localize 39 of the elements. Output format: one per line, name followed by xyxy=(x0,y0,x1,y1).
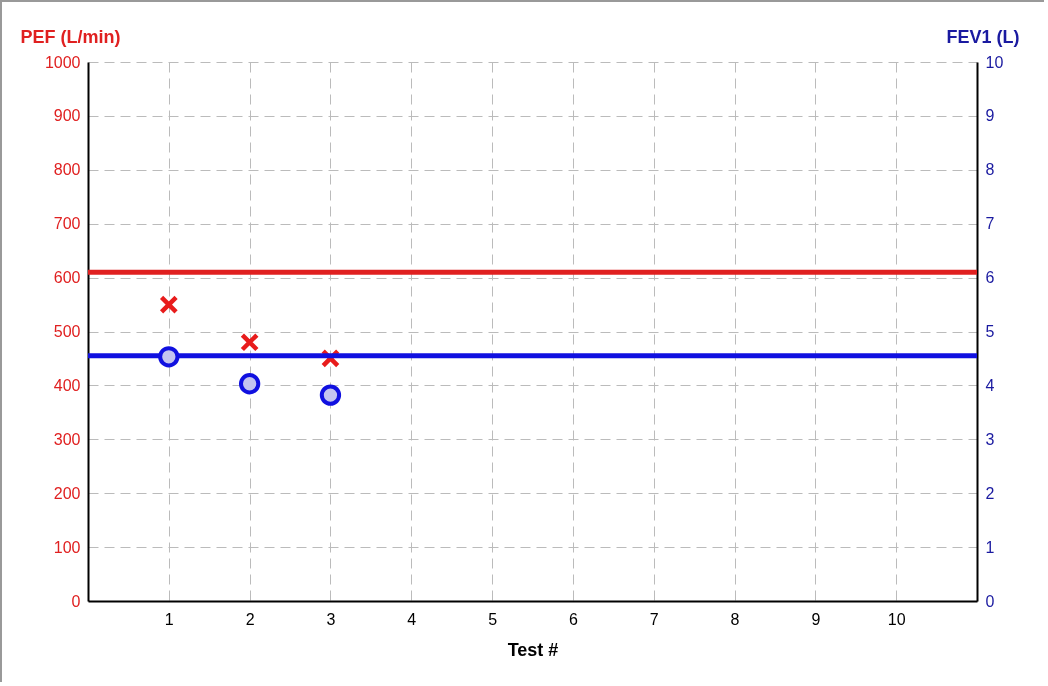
y-tick-label: 300 xyxy=(53,430,81,448)
y2-tick-label: 10 xyxy=(985,53,1004,71)
x-axis-title: Test # xyxy=(507,639,559,660)
x-tick-label: 8 xyxy=(730,610,740,628)
y-axis-title: PEF (L/min) xyxy=(20,26,121,47)
x-tick-label: 1 xyxy=(164,610,174,628)
point xyxy=(240,333,259,352)
y-tick-label: 400 xyxy=(53,376,81,394)
y2-tick-label: 6 xyxy=(985,269,995,287)
y2-tick-label: 3 xyxy=(985,430,995,448)
y-tick-label: 700 xyxy=(53,215,81,233)
x-tick-label: 9 xyxy=(811,610,821,628)
y2-tick-label: 7 xyxy=(985,215,995,233)
y2-tick-label: 4 xyxy=(985,376,995,394)
point xyxy=(319,384,342,406)
y-tick-label: 600 xyxy=(53,269,81,287)
x-tick-label: 3 xyxy=(326,610,336,628)
y2-tick-label: 5 xyxy=(985,323,995,340)
y-tick-label: 0 xyxy=(71,592,81,610)
y-tick-label: 200 xyxy=(53,484,81,502)
y-tick-label: 900 xyxy=(53,107,81,125)
x-tick-label: 7 xyxy=(649,610,659,628)
x-tick-label: 10 xyxy=(887,610,906,628)
y-tick-label: 800 xyxy=(53,161,81,179)
x-tick-label: 5 xyxy=(488,610,498,628)
y2-tick-label: 1 xyxy=(985,538,995,556)
y-tick-label: 500 xyxy=(53,323,81,340)
x-tick-label: 6 xyxy=(568,610,578,628)
y2-tick-label: 8 xyxy=(985,161,995,179)
y-tick-label: 100 xyxy=(53,538,81,556)
point xyxy=(238,373,261,395)
y-tick-label: 1000 xyxy=(44,53,81,71)
x-tick-label: 4 xyxy=(407,610,417,628)
y2-axis-title: FEV1 (L) xyxy=(946,26,1020,47)
y2-tick-label: 0 xyxy=(985,592,995,610)
y2-tick-label: 2 xyxy=(985,484,995,502)
y2-tick-label: 9 xyxy=(985,107,995,125)
point xyxy=(158,346,180,368)
x-tick-label: 2 xyxy=(245,610,255,628)
